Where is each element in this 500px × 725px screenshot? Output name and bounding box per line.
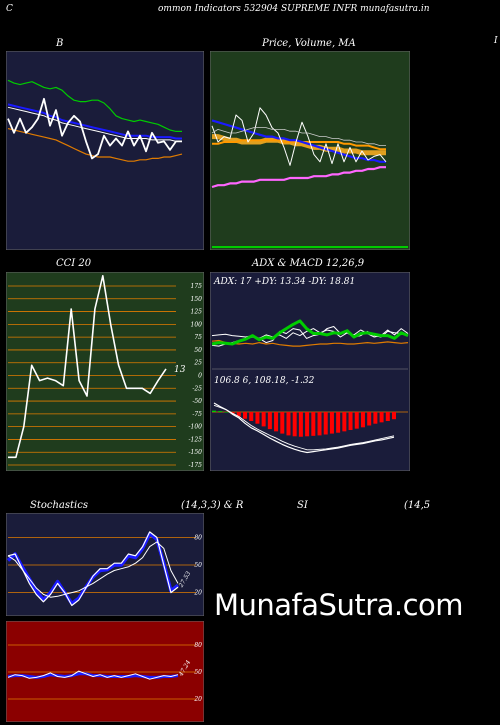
- cci-tick-label: 50: [194, 347, 202, 354]
- stochastics-title: Stochastics: [30, 500, 88, 511]
- macd-histogram-bar: [392, 412, 396, 420]
- macd-histogram-bar: [249, 412, 254, 421]
- bollinger-background: [6, 51, 204, 250]
- cci-tick-label: -75: [192, 411, 202, 418]
- macd-histogram-bar: [267, 412, 272, 430]
- macd-histogram-bar: [311, 412, 316, 436]
- stoch-tick-label: 80: [194, 534, 202, 541]
- cci-tick-label: -50: [192, 398, 202, 405]
- macd-histogram-bar: [336, 412, 341, 433]
- rsi-tick-label: 20: [193, 696, 202, 703]
- cci-tick-label: 25: [193, 360, 202, 367]
- bb-upper-line: [7, 79, 182, 133]
- macd-histogram-bar: [379, 412, 384, 423]
- price-panel: [210, 51, 410, 250]
- macd-histogram-bar: [218, 411, 223, 412]
- macd-histogram-bar: [323, 412, 328, 435]
- cci-tick-label: 150: [191, 296, 203, 303]
- macd-histogram-bar: [385, 412, 390, 421]
- stochastics-panel: 80 50 20 27.53: [6, 513, 204, 616]
- cci-tick-label: -125: [189, 436, 203, 443]
- stoch-fast-line: [7, 531, 179, 607]
- macd-histogram-bar: [360, 412, 365, 428]
- macd-histogram-bar: [348, 412, 353, 430]
- rsi-tick-label: 50: [194, 669, 202, 676]
- macd-line: [213, 402, 395, 454]
- header-left-fragment: C: [6, 4, 13, 14]
- stoch-tick-label: 50: [194, 562, 202, 569]
- price-panel-title: Price, Volume, MA: [262, 38, 356, 49]
- macd-readout: 106.8 6, 108.18, -1.32: [214, 376, 315, 386]
- macd-histogram-bar: [274, 412, 279, 432]
- macd-histogram-bar: [261, 412, 266, 427]
- ma-band-line: [212, 134, 386, 156]
- stochastics-params: (14,3,3) & R: [181, 500, 244, 511]
- cci-tick-label: -150: [189, 449, 203, 456]
- adx-background: [210, 272, 410, 471]
- rsi-background: [6, 621, 204, 722]
- bollinger-chart: [6, 51, 204, 250]
- macd-histogram-bar: [342, 412, 347, 432]
- cci-tick-label: -25: [192, 385, 202, 392]
- adx-readout: ADX: 17 +DY: 13.34 -DY: 18.81: [213, 277, 355, 287]
- macd-histogram-bar: [280, 412, 285, 434]
- price-chart: [210, 51, 410, 250]
- cci-tick-label: 75: [194, 334, 202, 341]
- ma-blue-line: [211, 119, 386, 163]
- macd-histogram-bar: [354, 412, 359, 429]
- adx-orange-line: [211, 339, 409, 347]
- cci-panel-title: CCI 20: [56, 258, 92, 269]
- cci-tick-label: 0: [198, 373, 202, 380]
- macd-histogram-bar: [243, 412, 248, 419]
- cci-background: [6, 272, 204, 471]
- bb-mid-line-a: [7, 103, 182, 140]
- macd-histogram-bar: [286, 412, 291, 436]
- bb-price-line: [7, 97, 182, 160]
- rsi-title: SI: [297, 500, 308, 511]
- macd-histogram-bar: [373, 412, 378, 424]
- cci-last-value: 13: [174, 365, 186, 375]
- macd-signal-line: [213, 404, 395, 451]
- macd-histogram-bar: [329, 412, 334, 434]
- bollinger-panel-title: B: [56, 38, 64, 49]
- rsi-tick-label: 80: [194, 642, 202, 649]
- cci-tick-label: -100: [189, 424, 203, 431]
- rsi-line: [7, 670, 179, 680]
- rsi-panel: 80 50 20 47.24: [6, 621, 204, 722]
- ma-pink-line: [211, 166, 386, 189]
- watermark: MunafaSutra.com: [214, 588, 464, 622]
- bb-mid-line-b: [7, 106, 182, 142]
- macd-histogram-bar: [367, 412, 372, 426]
- cci-line: [8, 274, 167, 459]
- stochastics-background: [6, 513, 204, 616]
- cci-tick-label: 175: [191, 283, 203, 290]
- adx-macd-panel: ADX: 17 +DY: 13.34 -DY: 18.81 106.8 6, 1…: [210, 272, 410, 471]
- adx-macd-panel-title: ADX & MACD 12,26,9: [252, 258, 365, 269]
- cci-tick-label: 125: [191, 309, 203, 316]
- macd-histogram-bar: [305, 412, 310, 437]
- stoch-d-line: [7, 541, 179, 598]
- bollinger-panel: [6, 51, 204, 250]
- macd-histogram-bar: [255, 412, 260, 424]
- macd-histogram-bar: [212, 410, 216, 412]
- ma-gray-line: [211, 127, 386, 146]
- cci-panel: 175 150 125 100 75 50 25 0 -25 -50 -75 -100 -125 -150…: [6, 272, 204, 471]
- adx-green-line: [211, 319, 409, 346]
- cci-tick-label: 100: [191, 321, 203, 328]
- macd-histogram-bar: [236, 412, 241, 417]
- header-right-fragment: I: [494, 36, 498, 46]
- cci-chart: 175 150 125 100 75 50 25 0 -25 -50 -75 -100 -125 -150…: [6, 272, 204, 471]
- header-title: ommon Indicators 532904 SUPREME INFR mun…: [158, 4, 430, 14]
- rsi-params: (14,5: [404, 500, 431, 511]
- stoch-tick-label: 20: [193, 590, 202, 597]
- macd-histogram-bar: [224, 412, 229, 413]
- cci-tick-label: -175: [189, 462, 203, 469]
- macd-histogram-bar: [298, 412, 303, 437]
- adx-macd-chart: ADX: 17 +DY: 13.34 -DY: 18.81 106.8 6, 1…: [210, 272, 410, 471]
- macd-histogram-bar: [292, 412, 297, 437]
- macd-histogram-bar: [317, 412, 322, 436]
